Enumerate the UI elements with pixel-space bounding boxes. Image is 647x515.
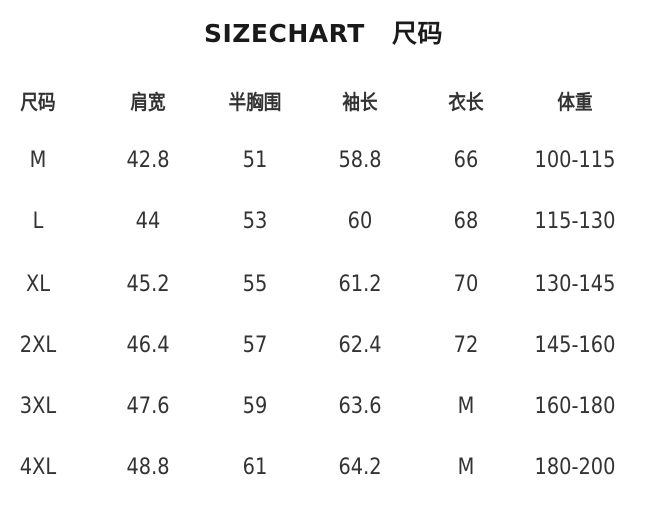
table-cell: 47.6 — [126, 394, 170, 419]
table-cell: 57 — [242, 333, 268, 358]
table-cell: 61 — [242, 455, 268, 480]
table-cell: 160-180 — [534, 394, 616, 419]
size-label: XL — [25, 272, 51, 297]
table-cell: 45.2 — [126, 272, 170, 297]
table-cell: 61.2 — [338, 272, 382, 297]
size-label: 4XL — [19, 455, 57, 480]
table-cell: 58.8 — [338, 148, 382, 173]
size-label: M — [29, 148, 47, 173]
table-cell: M — [457, 455, 475, 480]
column-header: 衣长 — [448, 90, 484, 114]
column-header: 袖长 — [342, 90, 378, 114]
column-header: 体重 — [557, 90, 593, 114]
table-cell: 115-130 — [534, 209, 616, 234]
table-cell: 48.8 — [126, 455, 170, 480]
table-cell: 59 — [242, 394, 268, 419]
size-label: 2XL — [19, 333, 57, 358]
table-cell: 70 — [453, 272, 479, 297]
table-cell: 44 — [135, 209, 161, 234]
table-cell: 100-115 — [534, 148, 616, 173]
table-cell: 130-145 — [534, 272, 616, 297]
table-cell: 64.2 — [338, 455, 382, 480]
page-title: SIZECHART 尺码 — [0, 14, 647, 50]
table-cell: 63.6 — [338, 394, 382, 419]
title-cn: 尺码 — [392, 19, 444, 48]
table-cell: 46.4 — [126, 333, 170, 358]
column-header: 半胸围 — [228, 90, 282, 114]
size-label: L — [32, 209, 44, 234]
table-cell: M — [457, 394, 475, 419]
table-cell: 72 — [453, 333, 479, 358]
table-cell: 51 — [242, 148, 268, 173]
table-cell: 60 — [347, 209, 373, 234]
table-cell: 180-200 — [534, 455, 616, 480]
column-header: 肩宽 — [130, 90, 166, 114]
table-cell: 145-160 — [534, 333, 616, 358]
title-en: SIZECHART — [203, 19, 365, 48]
size-label: 3XL — [19, 394, 57, 419]
table-cell: 55 — [242, 272, 268, 297]
table-cell: 68 — [453, 209, 479, 234]
table-cell: 66 — [453, 148, 479, 173]
column-header: 尺码 — [20, 90, 56, 114]
table-cell: 62.4 — [338, 333, 382, 358]
table-cell: 42.8 — [126, 148, 170, 173]
table-cell: 53 — [242, 209, 268, 234]
